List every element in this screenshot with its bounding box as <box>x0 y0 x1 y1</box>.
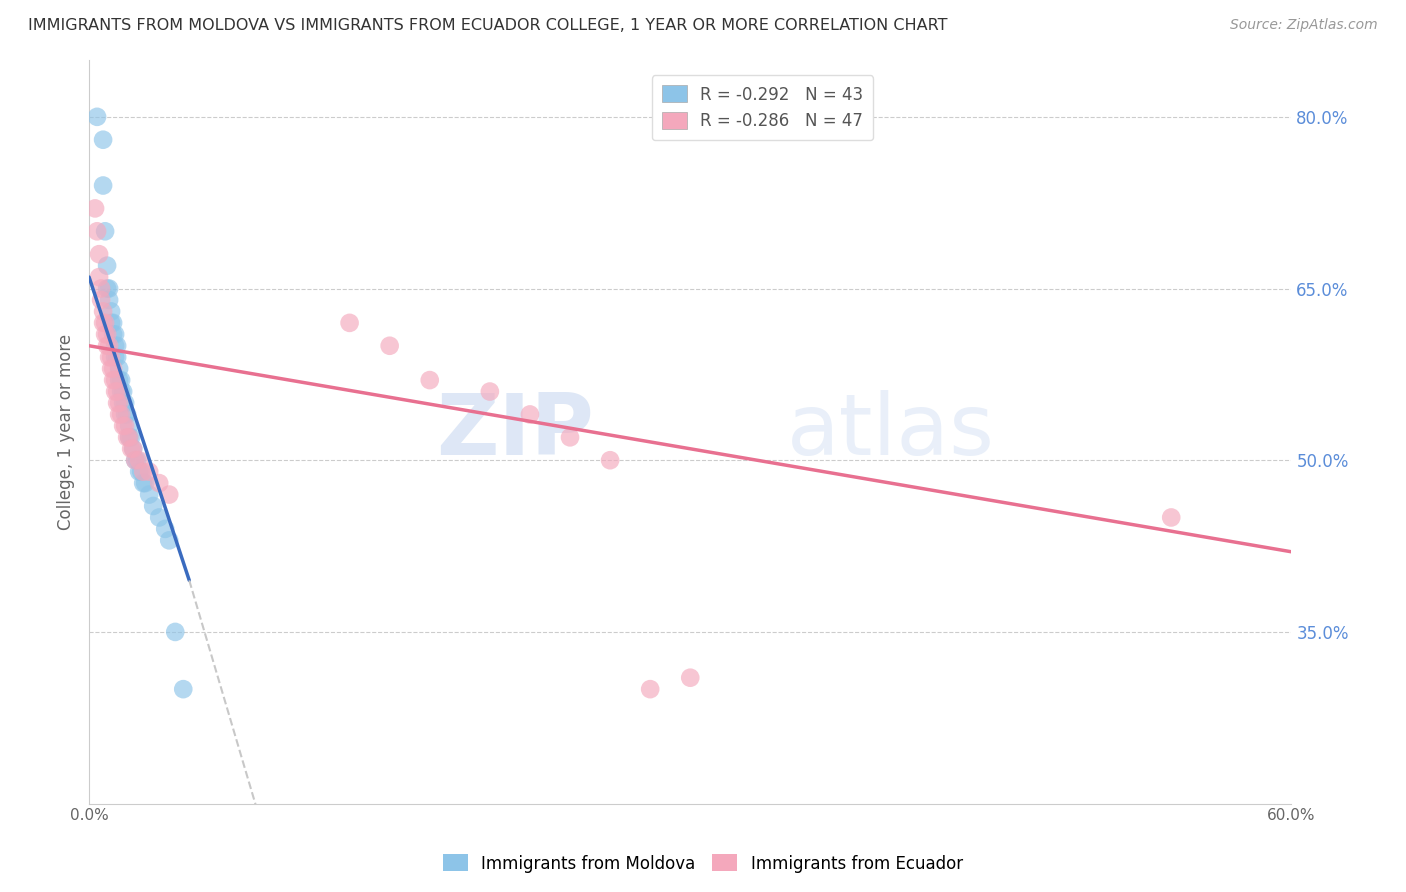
Point <box>118 418 141 433</box>
Point <box>91 178 114 193</box>
Point <box>114 408 136 422</box>
Point <box>110 384 132 399</box>
Point <box>134 476 156 491</box>
Point <box>115 430 138 444</box>
Text: ZIP: ZIP <box>436 390 595 473</box>
Point <box>142 499 165 513</box>
Text: IMMIGRANTS FROM MOLDOVA VS IMMIGRANTS FROM ECUADOR COLLEGE, 1 YEAR OR MORE CORRE: IMMIGRANTS FROM MOLDOVA VS IMMIGRANTS FR… <box>28 18 948 33</box>
Point <box>100 304 122 318</box>
Point <box>87 247 110 261</box>
Point <box>155 522 177 536</box>
Point <box>124 453 146 467</box>
Point <box>104 327 127 342</box>
Point <box>104 373 127 387</box>
Point <box>96 281 118 295</box>
Point <box>419 373 441 387</box>
Point <box>115 408 138 422</box>
Point <box>91 304 114 318</box>
Legend: Immigrants from Moldova, Immigrants from Ecuador: Immigrants from Moldova, Immigrants from… <box>436 847 970 880</box>
Point <box>120 430 142 444</box>
Point <box>84 202 107 216</box>
Point <box>100 316 122 330</box>
Point <box>108 373 131 387</box>
Point <box>105 339 128 353</box>
Point <box>128 453 150 467</box>
Point <box>638 682 661 697</box>
Point <box>105 350 128 364</box>
Point <box>98 339 121 353</box>
Point <box>86 224 108 238</box>
Point <box>101 361 124 376</box>
Point <box>378 339 401 353</box>
Point <box>101 316 124 330</box>
Point <box>127 453 149 467</box>
Point <box>132 465 155 479</box>
Point <box>157 533 180 548</box>
Point <box>118 430 141 444</box>
Point <box>90 293 112 307</box>
Point <box>108 408 131 422</box>
Point <box>91 316 114 330</box>
Point <box>104 384 127 399</box>
Point <box>112 384 135 399</box>
Y-axis label: College, 1 year or more: College, 1 year or more <box>58 334 75 530</box>
Point <box>94 316 117 330</box>
Point <box>132 476 155 491</box>
Point <box>138 487 160 501</box>
Point <box>478 384 501 399</box>
Point <box>87 270 110 285</box>
Text: Source: ZipAtlas.com: Source: ZipAtlas.com <box>1230 18 1378 32</box>
Point <box>165 624 187 639</box>
Point <box>128 465 150 479</box>
Point <box>94 224 117 238</box>
Point <box>94 327 117 342</box>
Point <box>86 110 108 124</box>
Point <box>105 396 128 410</box>
Point <box>98 293 121 307</box>
Point <box>104 350 127 364</box>
Point <box>118 430 141 444</box>
Point <box>112 418 135 433</box>
Point <box>124 453 146 467</box>
Point <box>519 408 541 422</box>
Point <box>100 350 122 364</box>
Point <box>98 281 121 295</box>
Point <box>96 259 118 273</box>
Point <box>114 396 136 410</box>
Point <box>1160 510 1182 524</box>
Point <box>98 350 121 364</box>
Point <box>558 430 581 444</box>
Point <box>138 465 160 479</box>
Point <box>112 396 135 410</box>
Point <box>122 442 145 456</box>
Point <box>110 408 132 422</box>
Point <box>108 361 131 376</box>
Point <box>157 487 180 501</box>
Point <box>339 316 361 330</box>
Point <box>90 281 112 295</box>
Point <box>100 361 122 376</box>
Point <box>114 418 136 433</box>
Point <box>120 442 142 456</box>
Point <box>129 465 152 479</box>
Point <box>679 671 702 685</box>
Point <box>96 339 118 353</box>
Text: atlas: atlas <box>786 390 994 473</box>
Point <box>110 373 132 387</box>
Point <box>108 396 131 410</box>
Point <box>104 339 127 353</box>
Legend: R = -0.292   N = 43, R = -0.286   N = 47: R = -0.292 N = 43, R = -0.286 N = 47 <box>651 75 873 140</box>
Point <box>101 327 124 342</box>
Point <box>105 384 128 399</box>
Point <box>599 453 621 467</box>
Point <box>148 476 170 491</box>
Point <box>101 373 124 387</box>
Point <box>148 510 170 524</box>
Point <box>91 133 114 147</box>
Point <box>96 327 118 342</box>
Point <box>122 442 145 456</box>
Point <box>172 682 194 697</box>
